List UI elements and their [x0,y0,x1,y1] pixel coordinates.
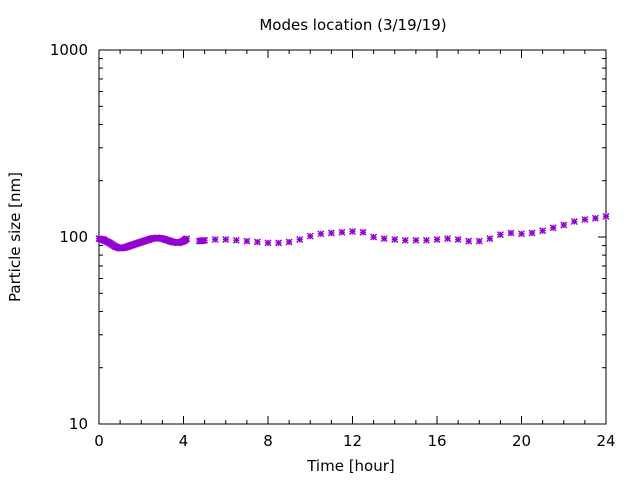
y-axis-label: Particle size [nm] [6,172,24,302]
data-point [581,216,589,224]
x-tick-label: 8 [263,432,273,450]
data-point [496,231,504,239]
data-point [518,230,525,238]
data-point [507,229,515,237]
data-point [602,212,610,220]
data-point [317,230,325,238]
data-point [433,235,441,243]
data-point [327,229,335,237]
data-point [349,228,356,236]
data-point [183,235,191,243]
data-point [370,233,378,241]
y-tick-label: 100 [59,228,88,246]
data-point [549,224,557,232]
x-tick-label: 24 [596,432,615,450]
data-point [243,237,251,245]
data-point [338,228,346,236]
y-tick-label: 1000 [50,41,88,59]
data-point [528,229,536,237]
data-point [412,236,420,244]
data-point [475,237,483,245]
ticks-layer [98,49,607,425]
x-tick-label: 16 [427,432,446,450]
data-point [570,218,578,226]
x-tick-label: 20 [512,432,531,450]
data-point [591,214,599,222]
data-point [539,227,547,235]
tick-labels-layer: 0 4 8 12 16 20 24 10 100 1000 [50,41,616,450]
data-point [465,237,473,245]
data-point [391,235,399,243]
x-axis-label: Time [hour] [306,457,395,475]
x-tick-label: 4 [179,432,189,450]
data-point [285,238,293,246]
data-point [232,236,240,244]
data-point [296,235,304,243]
data-point [444,235,452,243]
data-point [275,239,283,247]
x-tick-label: 0 [94,432,104,450]
data-point [264,239,272,247]
data-point [306,232,314,240]
data-point [222,235,230,243]
data-point [401,236,409,244]
y-tick-label: 10 [69,415,88,433]
data-point [454,235,462,243]
data-point [560,221,568,229]
data-point [359,228,367,236]
chart-title: Modes location (3/19/19) [259,16,446,34]
x-tick-label: 12 [343,432,362,450]
data-point [422,236,430,244]
data-point [486,235,494,243]
data-point [253,238,261,246]
plot-frame [98,49,607,425]
data-point [211,235,219,243]
data-points [95,212,610,252]
data-point [201,236,209,244]
data-point [380,235,388,243]
